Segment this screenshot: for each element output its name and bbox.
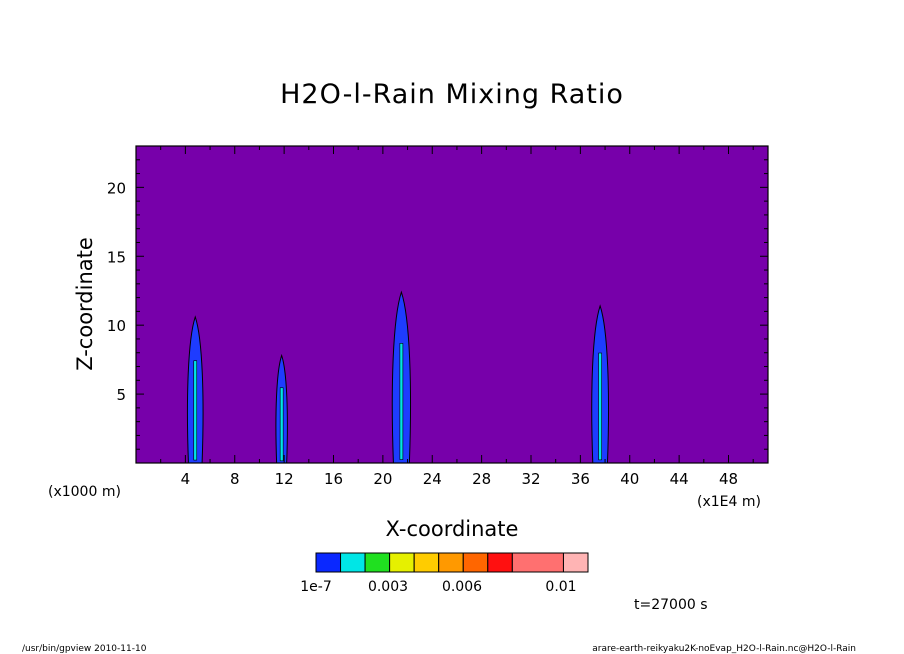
y-axis: 5 10 15 20	[107, 159, 768, 450]
x-unit-right-label: (x1E4 m)	[697, 494, 761, 510]
colorbar-swatch	[462, 552, 489, 573]
colorbar-label: 1e-7	[300, 579, 331, 595]
colorbar-label: 0.003	[368, 579, 408, 595]
colorbar-swatch	[511, 552, 564, 573]
time-label: t=27000 s	[634, 597, 708, 613]
x-tick-label: 36	[571, 470, 590, 488]
x-tick-label: 12	[275, 470, 294, 488]
rain-plume-core-3	[399, 343, 404, 460]
x-tick-label: 20	[373, 470, 392, 488]
x-tick-label: 24	[423, 470, 442, 488]
plot-frame	[135, 145, 769, 464]
colorbar: 1e-7 0.003 0.006 0.01	[300, 552, 589, 595]
x-axis: 4 8 12 16 20 24 28 32 36 40 44 48	[160, 146, 754, 488]
x-tick-label: 40	[620, 470, 639, 488]
y-tick-label: 15	[107, 248, 126, 266]
plumes-layer	[186, 290, 609, 464]
colorbar-swatch	[364, 552, 391, 573]
y-tick-label: 10	[107, 317, 126, 335]
colorbar-swatch	[389, 552, 415, 573]
colorbar-swatch	[413, 552, 440, 573]
colorbar-swatch	[438, 552, 464, 573]
x-tick-label: 28	[472, 470, 491, 488]
colorbar-label: 0.01	[545, 579, 576, 595]
y-tick-label: 5	[116, 386, 126, 404]
x-tick-label: 32	[521, 470, 540, 488]
x-tick-label: 4	[181, 470, 191, 488]
x-unit-left-label: (x1000 m)	[48, 484, 121, 500]
plot-area	[135, 145, 769, 464]
x-tick-label: 8	[230, 470, 240, 488]
footer-right: arare-earth-reikyaku2K-noEvap_H2O-l-Rain…	[592, 644, 856, 654]
x-axis-label: X-coordinate	[386, 517, 519, 541]
rain-plume-core-4	[598, 352, 602, 461]
rain-plume-core-2	[279, 387, 284, 462]
y-axis-label: Z-coordinate	[73, 237, 97, 371]
colorbar-swatch	[487, 552, 513, 573]
rain-plume-core-1	[193, 360, 198, 461]
x-tick-label: 48	[719, 470, 738, 488]
colorbar-label: 0.006	[442, 579, 482, 595]
colorbar-swatch	[340, 552, 366, 573]
x-tick-label: 44	[670, 470, 689, 488]
chart-title: H2O-l-Rain Mixing Ratio	[280, 79, 624, 110]
colorbar-swatch	[315, 552, 342, 573]
footer-left: /usr/bin/gpview 2010-11-10	[22, 644, 147, 654]
colorbar-swatch	[562, 552, 589, 573]
y-tick-label: 20	[107, 179, 126, 197]
x-tick-label: 16	[324, 470, 343, 488]
